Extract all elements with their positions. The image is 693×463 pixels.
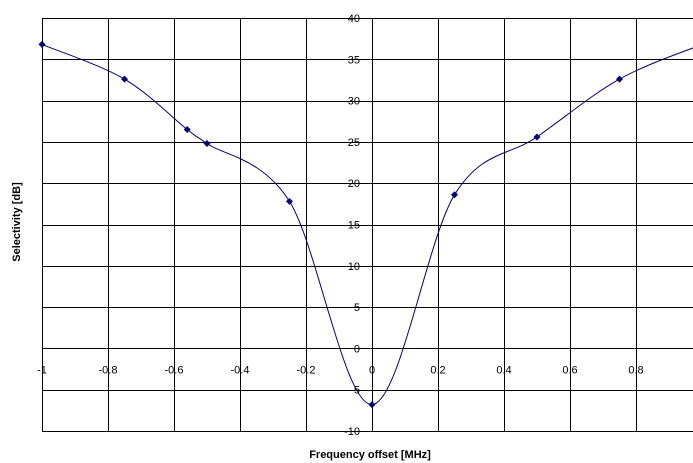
y-tick-label: 15 [348, 220, 360, 232]
x-tick-label: -0.8 [99, 364, 118, 376]
tick-labels: -10 -5 0 5 10 15 20 25 30 35 40 -1 -0.8 -0.6 -0.4 -0.2 0… [37, 13, 644, 438]
data-point-marker [203, 140, 211, 148]
x-tick-label: 0.2 [430, 364, 445, 376]
y-tick-label: 30 [348, 96, 360, 108]
x-tick-label: 0.8 [628, 364, 643, 376]
x-tick-label: -0.4 [231, 364, 250, 376]
x-tick-label: -1 [37, 364, 47, 376]
x-tick-label: 0.4 [496, 364, 511, 376]
series-curve-layer [41, 43, 693, 406]
y-tick-label: -10 [344, 426, 360, 438]
data-point-marker [286, 197, 293, 205]
y-tick-label: -5 [350, 385, 360, 397]
data-point-marker [38, 40, 46, 48]
data-point-marker [533, 133, 541, 141]
series-markers [38, 40, 623, 409]
y-tick-label: 0 [354, 343, 360, 355]
y-tick-label: 35 [348, 54, 360, 66]
series-line [41, 43, 693, 406]
data-point-marker [121, 75, 128, 83]
x-tick-label: 0.6 [562, 364, 577, 376]
x-tick-label: -0.2 [297, 364, 316, 376]
y-tick-label: 5 [354, 302, 360, 314]
grid-lines [42, 18, 693, 432]
y-axis-title: Selectivity [dB] [11, 182, 23, 262]
data-point-marker [451, 191, 458, 199]
x-tick-label: -0.6 [165, 364, 184, 376]
x-tick-label: 0 [369, 364, 375, 376]
y-tick-label: 20 [348, 178, 360, 190]
y-tick-label: 25 [348, 137, 360, 149]
data-point-marker [616, 75, 623, 83]
x-axis-title: Frequency offset [MHz] [309, 449, 431, 461]
data-point-marker [183, 126, 191, 134]
y-tick-label: 10 [348, 261, 360, 273]
y-tick-label: 40 [348, 13, 360, 25]
data-point-marker [368, 401, 376, 409]
